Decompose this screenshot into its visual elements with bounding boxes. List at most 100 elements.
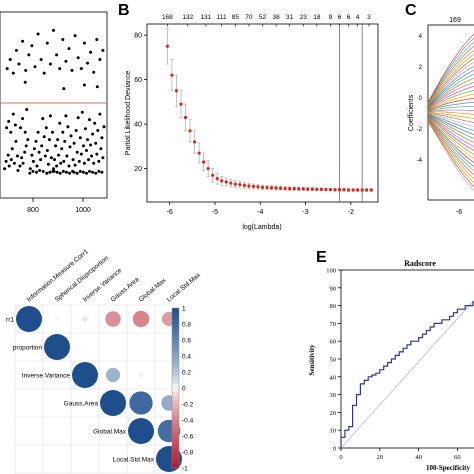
panel-a-point <box>4 159 8 163</box>
panel-b-point <box>333 188 337 192</box>
panel-a-point <box>48 170 52 174</box>
panel-d-colorbar-segment <box>172 464 179 469</box>
panel-a-frame <box>0 11 108 199</box>
panel-e-letter: E <box>316 249 327 266</box>
panel-d-colorbar-segment <box>172 312 179 317</box>
panel-b-ytick-label: 80 <box>134 33 142 40</box>
panel-b-top-label: 70 <box>245 14 253 21</box>
panel-d-colorbar-segment <box>172 360 179 365</box>
panel-e-axes: 0 10 20 30 40 50 60 70 80 90 100 0 20 40 60 <box>326 268 460 462</box>
panel-c-coef-path <box>427 93 474 111</box>
panel-a-point <box>95 38 99 41</box>
panel-b-point <box>179 102 183 106</box>
panel-d-corr-circle <box>105 311 121 327</box>
panel-a-point <box>83 127 87 131</box>
panel-a-point <box>7 119 11 123</box>
panel-b-point <box>351 188 355 192</box>
panel-c-coef-path <box>427 117 474 159</box>
panel-d-colorbar-segment <box>172 336 179 341</box>
panel-a-point <box>39 58 43 61</box>
panel-b-point <box>369 188 373 192</box>
panel-c-coef-path <box>427 33 474 103</box>
panel-c-ytick: 4 <box>419 34 423 40</box>
panel-d-colorbar-label: 0.6 <box>182 338 191 345</box>
panel-a-point <box>43 154 47 158</box>
panel-d-colorbar-frame <box>171 307 180 469</box>
panel-a-point <box>67 164 71 168</box>
panel-b-point <box>188 129 192 133</box>
panel-c-ytick: -4 <box>417 158 423 164</box>
panel-b-ytick-label: 60 <box>134 77 142 84</box>
panel-d-colorbar-segment <box>172 412 179 417</box>
panel-c-coef-path <box>427 116 474 147</box>
panel-a-point <box>24 68 28 72</box>
panel-d-corr-circle <box>129 391 153 415</box>
panel-a-point <box>39 158 43 162</box>
panel-a-point <box>89 50 93 54</box>
panel-c-coef-path <box>427 121 474 192</box>
panel-d-col-label: Global.Max <box>138 277 168 304</box>
panel-c-ytick: 2 <box>419 65 423 71</box>
panel-a-point <box>12 161 16 165</box>
panel-a-point <box>60 147 64 151</box>
panel-d-corr-circle <box>83 345 87 349</box>
panel-a-point <box>14 48 18 52</box>
panel-e-ytick-label: 30 <box>330 392 337 399</box>
panel-c-letter: C <box>405 2 417 19</box>
panel-a-point <box>100 136 104 140</box>
panel-a-point <box>92 161 96 165</box>
panel-a-point <box>23 130 27 134</box>
panel-a-point <box>38 169 42 172</box>
panel-a-point <box>68 145 72 149</box>
panel-c-coef-path <box>427 119 474 176</box>
panel-a-point <box>24 144 28 148</box>
panel-d-corr-circle <box>167 373 171 377</box>
panel-c-coef-path <box>427 37 474 103</box>
panel-c-coef-path <box>427 112 474 119</box>
panel-d-colorbar-segment <box>172 432 179 437</box>
panel-a-point <box>11 112 15 116</box>
panel-b-top-label: 18 <box>313 14 321 21</box>
panel-a-point <box>85 149 88 152</box>
panel-c-coef-path <box>427 41 474 104</box>
panel-b-point <box>346 188 351 192</box>
panel-d-colorbar-segment <box>172 364 179 369</box>
panel-a-point <box>52 169 56 173</box>
panel-c-coef-path <box>427 115 474 143</box>
panel-d-colorbar-segment <box>172 340 179 345</box>
panel-d-row-label: Local.Std.Max <box>113 457 155 464</box>
panel-e-ytick-label: 10 <box>330 428 337 435</box>
panel-b-lambda-lines <box>339 24 363 202</box>
panel-c-top-tick: 169 <box>449 17 461 24</box>
panel-a-point <box>28 167 32 171</box>
panel-d-colorbar-segment <box>172 408 179 413</box>
panel-a-point <box>9 158 13 162</box>
panel-d-colorbar-segment <box>172 456 179 461</box>
panel-b-point <box>297 187 301 191</box>
panel-b-point <box>260 185 265 189</box>
panel-a-point <box>30 153 34 157</box>
panel-d-colorbar-segment <box>172 448 179 453</box>
panel-a-point <box>64 59 68 63</box>
panel-b-top-label: 132 <box>182 14 193 21</box>
panel-a-point <box>78 169 82 173</box>
panel-a-point <box>97 159 101 163</box>
panel-a-point <box>70 68 74 72</box>
panel-a-point <box>34 139 38 143</box>
panel-a-point <box>49 156 53 160</box>
panel-b-top-label: 23 <box>300 14 308 21</box>
panel-a-point <box>61 38 65 41</box>
panel-c-xtick: -6 <box>456 209 462 216</box>
panel-b-xlabel: log(Lambda) <box>242 224 281 231</box>
panel-d-corr-circle <box>82 316 88 322</box>
panel-b-point <box>183 115 188 120</box>
panel-a-point <box>41 169 45 173</box>
panel-b-top-label: 85 <box>232 14 240 21</box>
panel-d-colorbar: 1 0.8 0.6 0.4 0.2 0 -0.2 -0.4 -0.6 -0.8 -1 <box>171 306 194 473</box>
panel-c-ytick: -2 <box>417 127 423 133</box>
panel-c-coef-path <box>427 118 474 168</box>
panel-e-ylabel: Sensitivity <box>308 344 316 376</box>
panel-a-point <box>19 126 22 130</box>
panel-d-colorbar-segment <box>172 404 179 409</box>
panel-c-coef-path <box>427 81 474 109</box>
